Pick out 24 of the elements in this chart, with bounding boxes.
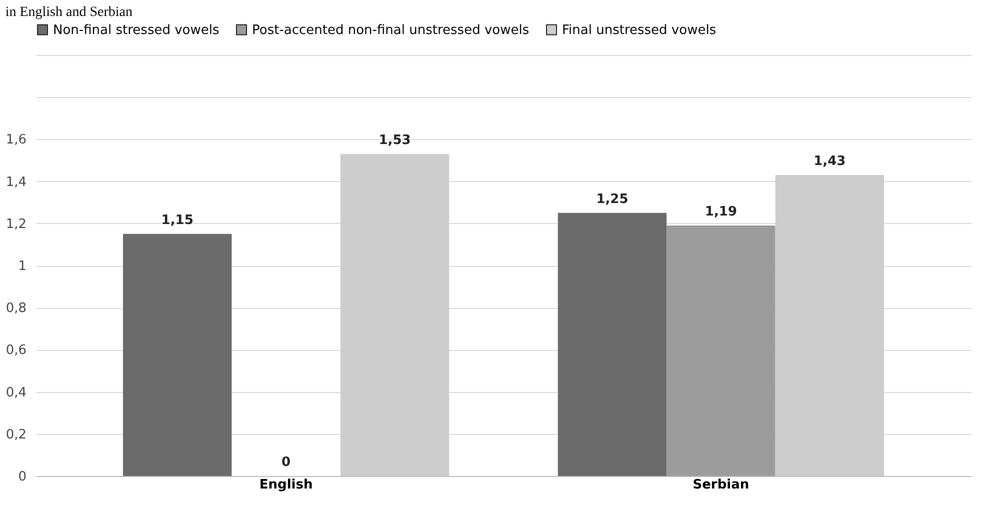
bar bbox=[122, 234, 232, 476]
text: 0 bbox=[18, 470, 26, 484]
y-tick-label: 0,6 bbox=[6, 343, 26, 358]
x-tick-label: Serbian bbox=[692, 478, 750, 492]
text: 1 bbox=[18, 259, 26, 274]
data-label: 1,43 bbox=[814, 154, 846, 169]
x-tick-label: English bbox=[259, 478, 313, 492]
y-tick-label: 1,2 bbox=[6, 216, 26, 232]
data-label: 1,15 bbox=[161, 212, 194, 228]
y-tick-label: 0,4 bbox=[6, 385, 26, 400]
bar bbox=[558, 212, 667, 476]
bar bbox=[666, 226, 776, 476]
data-label: 0 bbox=[282, 455, 291, 470]
data-label: 1,19 bbox=[704, 204, 737, 220]
y-tick-label: 1,4 bbox=[6, 174, 26, 190]
y-tick-label: 1,6 bbox=[6, 132, 26, 148]
legend-label: Final unstressed vowels bbox=[562, 22, 716, 38]
y-tick-label: 0,2 bbox=[6, 427, 26, 442]
chart-title: in English and Serbian bbox=[5, 5, 132, 20]
data-label: 1,25 bbox=[596, 192, 628, 207]
legend-label: Post-accented non-final unstressed vowels bbox=[252, 22, 530, 38]
legend-label: Non-final stressed vowels bbox=[53, 22, 220, 38]
data-label: 1,53 bbox=[378, 132, 411, 148]
y-tick-label: 0,8 bbox=[6, 301, 26, 316]
